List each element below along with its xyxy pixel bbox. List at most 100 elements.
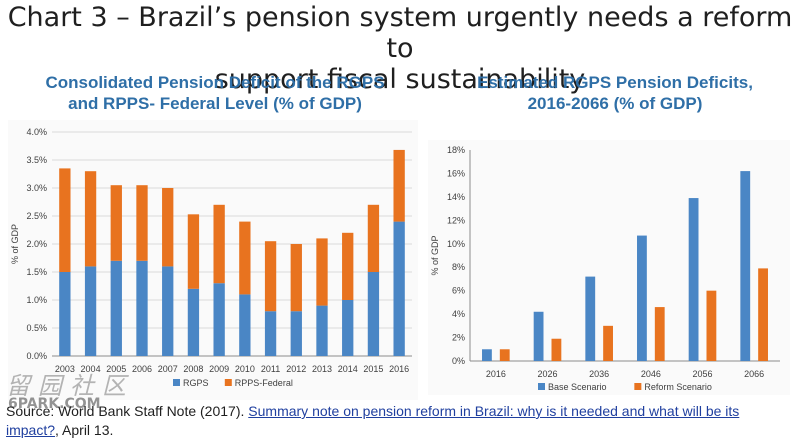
bar-rpps-federal xyxy=(213,204,225,284)
bar-rpps-federal xyxy=(264,241,277,312)
legend-label: RPPS-Federal xyxy=(235,378,293,388)
x-tick-label: 2011 xyxy=(261,364,280,374)
y-tick-label: 2% xyxy=(452,333,465,343)
bar-rpps-federal xyxy=(290,244,302,312)
y-tick-label: 0.0% xyxy=(26,351,47,361)
y-axis-label: % of GDP xyxy=(10,224,20,264)
bar-reform-scenario xyxy=(654,307,665,361)
bar-reform-scenario xyxy=(758,268,768,361)
bar-rpps-federal xyxy=(59,168,71,272)
x-tick-label: 2007 xyxy=(158,364,178,374)
x-tick-label: 2016 xyxy=(486,369,506,379)
legend-swatch xyxy=(224,379,232,386)
y-tick-label: 8% xyxy=(452,262,465,272)
y-tick-label: 12% xyxy=(447,215,465,225)
bar-rpps-federal xyxy=(367,204,380,272)
bar-base-scenario xyxy=(688,198,699,361)
left-chart-title-line-2: and RPPS- Federal Level (% of GDP) xyxy=(68,94,362,113)
right-chart-panel: 0% 2% 4% 6% 8% 10% 12% 14% 16% 18% % of GDP 2016 202… xyxy=(428,140,790,395)
x-tick-label: 2026 xyxy=(537,369,557,379)
y-tick-label: 4.0% xyxy=(26,127,47,137)
x-tick-label: 2066 xyxy=(744,369,764,379)
x-tick-label: 2056 xyxy=(692,369,712,379)
bar-base-scenario xyxy=(740,171,751,361)
bar-rgps xyxy=(316,305,328,356)
right-chart-title-line-1: Estimated RGPS Pension Deficits, xyxy=(477,73,753,92)
y-tick-label: 14% xyxy=(447,192,465,202)
bar-rgps xyxy=(393,221,405,356)
legend-swatch xyxy=(538,383,545,390)
bar-rpps-federal xyxy=(84,171,97,267)
y-tick-label: 3.5% xyxy=(26,155,47,165)
legend-label: RGPS xyxy=(183,378,209,388)
source-link[interactable]: Summary note on pension reform in Brazil… xyxy=(6,403,740,438)
y-tick-label: 0% xyxy=(452,356,465,366)
bar-rgps xyxy=(239,294,251,356)
source-note: Source: World Bank Staff Note (2017). Su… xyxy=(6,402,796,440)
bar-rpps-federal xyxy=(136,185,148,261)
x-tick-label: 2010 xyxy=(235,364,255,374)
bar-rpps-federal xyxy=(316,238,328,306)
x-tick-label: 2003 xyxy=(55,364,75,374)
x-tick-label: 2013 xyxy=(312,364,332,374)
y-tick-label: 2.5% xyxy=(26,211,47,221)
title-line-2: support fiscal sustainability xyxy=(214,64,586,95)
x-tick-label: 2004 xyxy=(81,364,101,374)
y-tick-label: 18% xyxy=(447,145,465,155)
bar-rgps xyxy=(59,272,71,356)
bar-rgps xyxy=(162,266,174,356)
bar-rgps xyxy=(136,260,148,356)
legend-label: Reform Scenario xyxy=(644,382,712,392)
bar-rpps-federal xyxy=(239,221,251,295)
bar-base-scenario xyxy=(482,349,492,361)
source-prefix: Source: World Bank Staff Note (2017). xyxy=(6,403,249,419)
left-chart-panel: 0.0% 0.5% 1.0% 1.5% 2.0% 2.5% 3.0% 3.5% 4.0% % of… xyxy=(8,120,418,400)
bar-rgps xyxy=(264,311,277,356)
x-tick-label: 2012 xyxy=(286,364,306,374)
legend-swatch xyxy=(173,379,180,386)
left-stacked-bar-chart: 0.0% 0.5% 1.0% 1.5% 2.0% 2.5% 3.0% 3.5% 4.0% % of… xyxy=(10,127,412,388)
legend-swatch xyxy=(634,383,642,390)
right-chart-title: Estimated RGPS Pension Deficits, 2016-20… xyxy=(430,72,800,114)
bar-reform-scenario xyxy=(706,290,717,361)
bar-rpps-federal xyxy=(110,185,122,261)
y-tick-label: 16% xyxy=(447,168,465,178)
y-tick-label: 1.5% xyxy=(26,267,47,277)
y-tick-label: 0.5% xyxy=(26,323,47,333)
x-tick-label: 2014 xyxy=(338,364,358,374)
bar-base-scenario xyxy=(533,311,544,361)
legend-label: Base Scenario xyxy=(548,382,607,392)
bar-base-scenario xyxy=(585,276,596,361)
x-tick-label: 2006 xyxy=(132,364,152,374)
source-suffix: , April 13. xyxy=(55,422,114,438)
y-tick-label: 10% xyxy=(447,239,465,249)
x-tick-label: 2015 xyxy=(363,364,383,374)
watermark-logo: 留园社区 6PARK.COM xyxy=(6,372,134,412)
bar-base-scenario xyxy=(637,235,647,361)
y-axis-label: % of GDP xyxy=(430,235,440,275)
y-tick-label: 1.0% xyxy=(26,295,47,305)
left-chart-title-line-1: Consolidated Pension Deficit of the RGPS xyxy=(45,73,385,92)
bar-reform-scenario xyxy=(603,325,613,361)
y-tick-label: 2.0% xyxy=(26,239,47,249)
bar-rgps xyxy=(367,272,380,356)
left-chart-title: Consolidated Pension Deficit of the RGPS… xyxy=(10,72,420,114)
bar-rpps-federal xyxy=(162,188,174,267)
bar-rgps xyxy=(110,260,122,356)
y-tick-label: 3.0% xyxy=(26,183,47,193)
bar-rgps xyxy=(187,288,200,356)
bar-rgps xyxy=(342,300,354,356)
bar-rpps-federal xyxy=(393,149,405,222)
x-tick-label: 2005 xyxy=(106,364,126,374)
bar-rgps xyxy=(290,311,302,356)
bar-rgps xyxy=(84,266,97,356)
bar-reform-scenario xyxy=(551,338,562,361)
y-tick-label: 6% xyxy=(452,286,465,296)
bar-rpps-federal xyxy=(342,232,354,300)
y-tick-label: 4% xyxy=(452,309,465,319)
title-line-1: Chart 3 – Brazil’s pension system urgent… xyxy=(7,2,793,64)
right-clustered-bar-chart: 0% 2% 4% 6% 8% 10% 12% 14% 16% 18% % of GDP 2016 202… xyxy=(430,145,780,392)
bar-rpps-federal xyxy=(187,214,200,289)
x-tick-label: 2046 xyxy=(641,369,661,379)
bar-rgps xyxy=(213,283,225,356)
